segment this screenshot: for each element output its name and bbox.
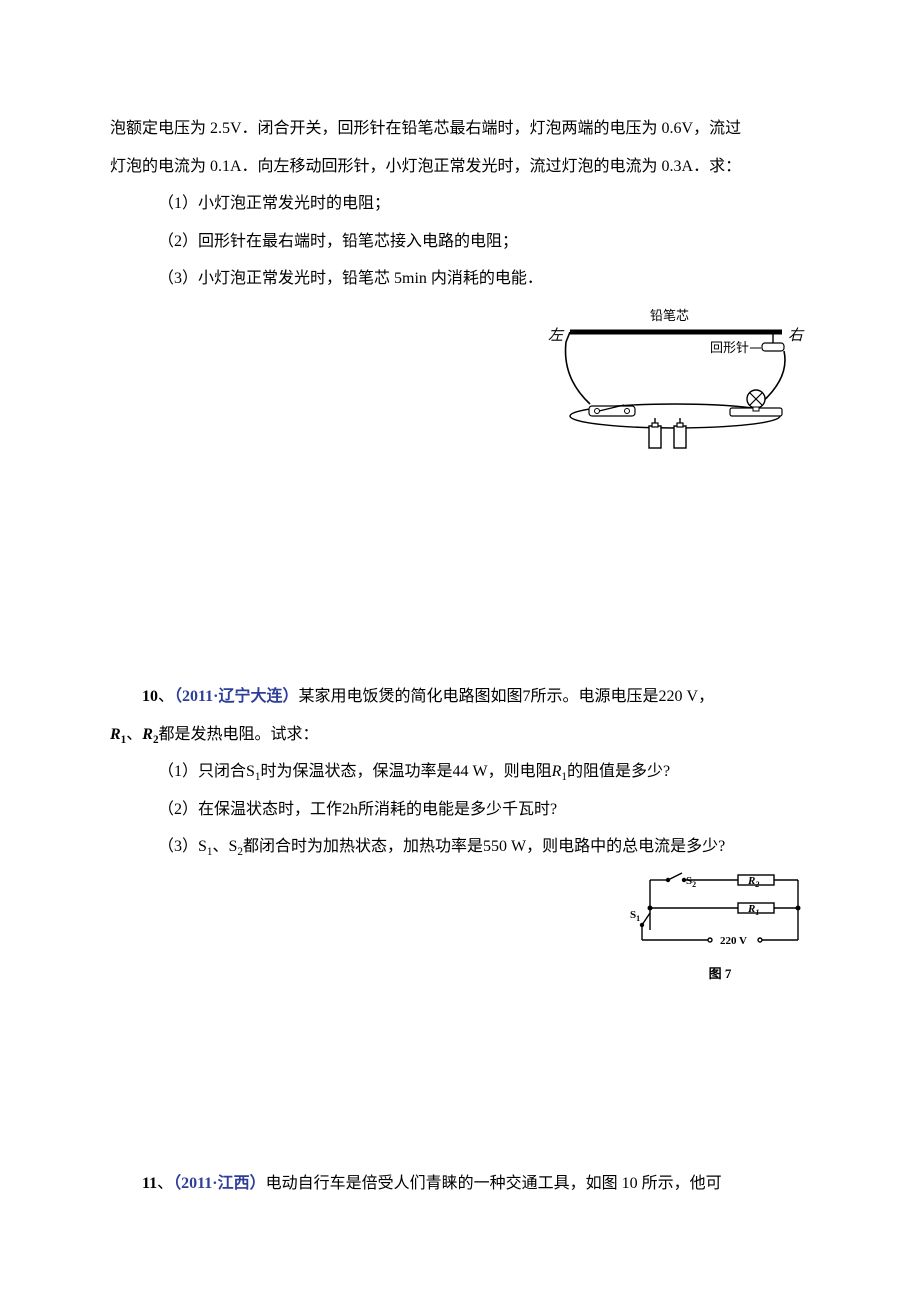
q11-lead-text: 电动自行车是倍受人们青睐的一种交通工具，如图 10 所示，他可 xyxy=(266,1175,722,1192)
svg-text:S2: S2 xyxy=(686,875,696,889)
q10-figure-wrap: S2 R2 R1 S1 220 V 图 7 xyxy=(110,870,810,985)
q11-source-open: （ xyxy=(173,1175,181,1192)
q9-fig-label-clip: 回形针 xyxy=(710,340,749,355)
q11-source-text: 2011·江西 xyxy=(181,1175,249,1192)
q9-sub2: （2）回形针在最右端时，铅笔芯接入电路的电阻； xyxy=(110,223,810,261)
q9-figure-wrap: 铅笔芯 左 右 回形针 xyxy=(110,308,810,458)
q10-lead-text: 某家用电饭煲的简化电路图如图7所示。电源电压是220 V， xyxy=(299,688,715,705)
switch-icon xyxy=(589,405,635,416)
q10-figure-caption: 图 7 xyxy=(630,960,810,985)
q9-cont-line2: 灯泡的电流为 0.1A．向左移动回形针，小灯泡正常发光时，流过灯泡的电流为 0.… xyxy=(110,148,810,186)
q10-lead: 10、（2011·辽宁大连）某家用电饭煲的简化电路图如图7所示。电源电压是220… xyxy=(110,678,810,716)
q10-circuit-diagram: S2 R2 R1 S1 220 V xyxy=(630,870,810,960)
q11-lead: 11、（2011·江西）电动自行车是倍受人们青睐的一种交通工具，如图 10 所示… xyxy=(110,1165,810,1203)
battery-icon xyxy=(649,418,686,448)
paper-clip-icon xyxy=(762,343,784,351)
q9-fig-label-left: 左 xyxy=(548,327,565,344)
svg-text:S1: S1 xyxy=(630,909,640,923)
q9-sub1: （1）小灯泡正常发光时的电阻； xyxy=(110,185,810,223)
q9-fig-label-pencil: 铅笔芯 xyxy=(650,308,689,323)
q9-sub3: （3）小灯泡正常发光时，铅笔芯 5min 内消耗的电能． xyxy=(110,260,810,298)
q9-fig-label-right: 右 xyxy=(788,327,805,344)
q10-sub3: （3）S1、S2都闭合时为加热状态，加热功率是550 W，则电路中的总电流是多少… xyxy=(110,828,810,866)
q10-sub1: （1）只闭合S1时为保温状态，保温功率是44 W，则电阻R1的阻值是多少? xyxy=(110,753,810,791)
q11-source-close: ） xyxy=(250,1175,266,1192)
wire-left xyxy=(566,332,591,404)
bulb-icon xyxy=(730,390,782,416)
q10-source-close: ） xyxy=(283,688,299,705)
q10-number: 10 xyxy=(142,688,158,705)
q10-source-open: （ xyxy=(174,688,182,705)
q10-fig-voltage: 220 V xyxy=(720,935,747,947)
q9-circuit-diagram: 铅笔芯 左 右 回形针 xyxy=(540,308,810,458)
q10-source-text: 2011·辽宁大连 xyxy=(182,688,282,705)
q11-number: 11 xyxy=(142,1175,157,1192)
spacer-after-q9 xyxy=(110,458,810,678)
q9-cont-line1: 泡额定电压为 2.5V．闭合开关，回形针在铅笔芯最右端时，灯泡两端的电压为 0.… xyxy=(110,110,810,148)
spacer-after-q10 xyxy=(110,985,810,1165)
q10-lead2: R1、R2都是发热电阻。试求： xyxy=(110,716,810,754)
q10-sub2: （2）在保温状态时，工作2h所消耗的电能是多少千瓦时? xyxy=(110,791,810,829)
